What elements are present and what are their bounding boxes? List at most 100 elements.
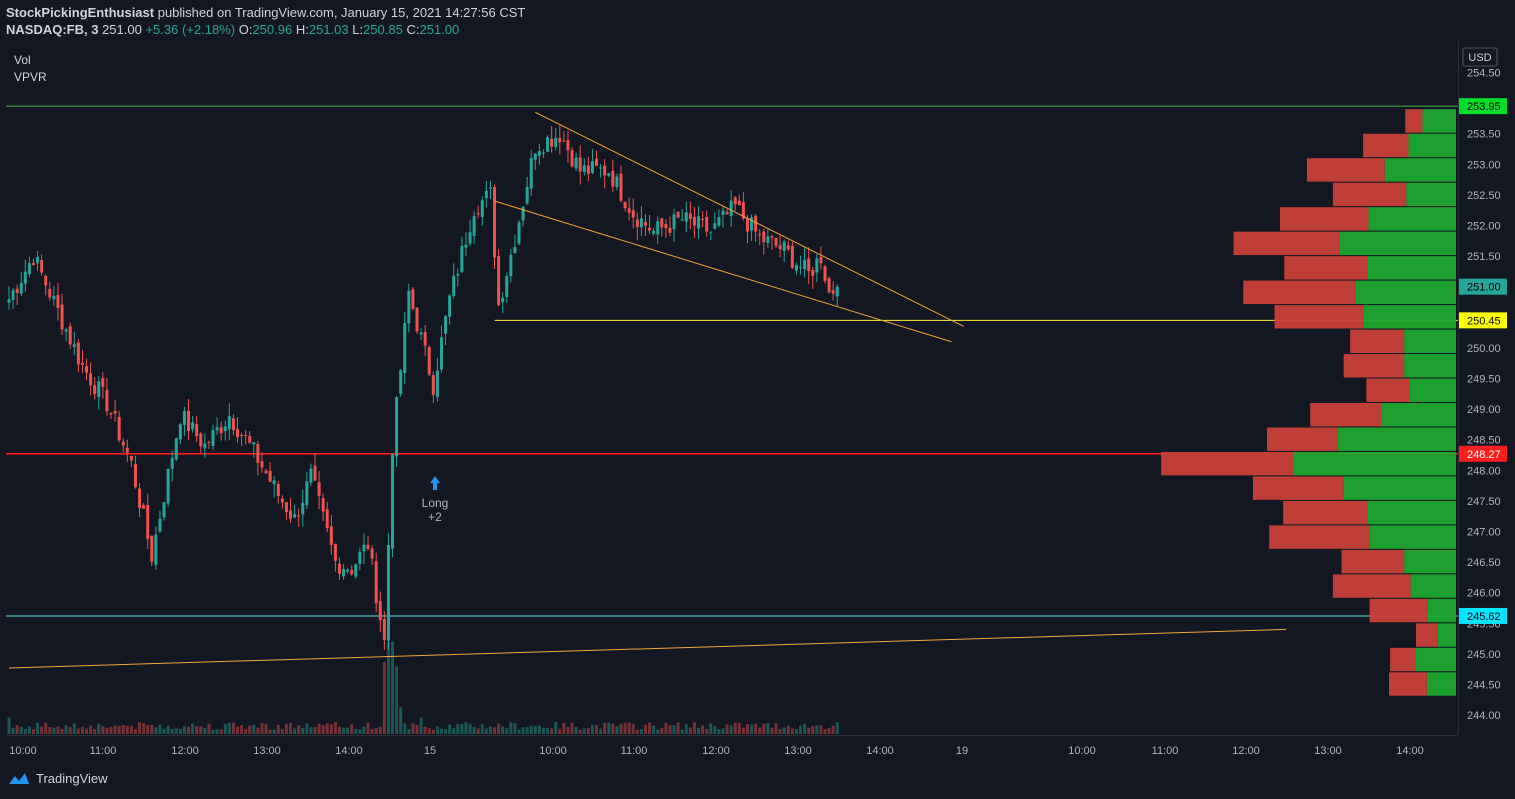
vp-up-bar bbox=[1381, 403, 1456, 427]
volume-bar bbox=[782, 727, 786, 734]
candle-body bbox=[199, 433, 203, 447]
volume-bar bbox=[435, 726, 439, 734]
volume-bar bbox=[639, 729, 643, 734]
time-tick: 14:00 bbox=[866, 745, 894, 757]
candle-body bbox=[562, 140, 566, 142]
volume-bar bbox=[745, 724, 749, 734]
price-tick: 253.50 bbox=[1467, 129, 1501, 141]
vp-down-bar bbox=[1310, 403, 1382, 427]
volume-bar bbox=[11, 727, 15, 734]
time-tick: 13:00 bbox=[1314, 745, 1342, 757]
time-tick: 11:00 bbox=[90, 745, 117, 757]
candle-body bbox=[178, 424, 182, 440]
volume-bar bbox=[162, 728, 166, 734]
horizontal-levels bbox=[6, 105, 1458, 617]
volume-bar bbox=[484, 728, 488, 734]
price-axis-background bbox=[1458, 0, 1515, 799]
time-tick: 15 bbox=[424, 745, 436, 757]
volume-bar bbox=[444, 729, 448, 734]
candle-body bbox=[476, 213, 480, 215]
candle-body bbox=[150, 535, 154, 562]
footer-brand[interactable]: TradingView bbox=[8, 771, 108, 786]
volume-bar bbox=[374, 728, 378, 734]
candle-body bbox=[701, 218, 705, 220]
level-price-tag-label: 250.45 bbox=[1467, 315, 1501, 327]
vp-down-bar bbox=[1269, 525, 1370, 549]
time-axis: 10:00 11:00 12:00 13:00 14:00 15 10:00 11:00 12:… bbox=[6, 735, 1458, 757]
level-price-tag-label: 248.27 bbox=[1467, 449, 1501, 461]
candle-body bbox=[672, 214, 676, 230]
volume-bar bbox=[472, 726, 476, 734]
candle-body bbox=[19, 283, 23, 294]
candle-body bbox=[105, 389, 109, 412]
vp-down-bar bbox=[1350, 329, 1405, 353]
candle-body bbox=[231, 418, 235, 431]
volume-bar bbox=[623, 722, 627, 734]
volume-bar bbox=[774, 723, 778, 734]
candle-body bbox=[525, 187, 529, 204]
publish-line: StockPickingEnthusiast published on Trad… bbox=[6, 4, 525, 21]
candle-body bbox=[778, 245, 782, 250]
candle-body bbox=[619, 173, 623, 201]
volume-bar bbox=[586, 728, 590, 734]
volume-bar bbox=[823, 729, 827, 734]
vp-down-bar bbox=[1405, 109, 1423, 133]
candle-body bbox=[488, 187, 492, 189]
vp-down-bar bbox=[1366, 378, 1410, 402]
volume-bar bbox=[819, 725, 823, 734]
candle-body bbox=[89, 373, 93, 386]
volume-bar bbox=[138, 722, 142, 734]
volume-bar bbox=[72, 723, 76, 734]
level-price-tag bbox=[1459, 312, 1507, 329]
volume-bar bbox=[64, 725, 68, 734]
volume-bar bbox=[513, 723, 517, 734]
volume-bar bbox=[317, 723, 321, 734]
volume-bar bbox=[431, 729, 435, 734]
vp-down-bar bbox=[1332, 574, 1411, 598]
volume-bar bbox=[391, 641, 395, 734]
volume-bar bbox=[36, 722, 40, 734]
candle-body bbox=[819, 256, 823, 264]
candle-body bbox=[754, 215, 758, 232]
candle-body bbox=[721, 210, 725, 215]
candle-body bbox=[170, 458, 174, 469]
candle-body bbox=[599, 167, 603, 169]
currency-box bbox=[1462, 47, 1498, 67]
volume-bar bbox=[497, 723, 501, 734]
volume-bar bbox=[493, 727, 497, 734]
candle-body bbox=[44, 275, 48, 286]
price-tick: 248.00 bbox=[1467, 465, 1501, 477]
vp-up-bar bbox=[1404, 329, 1456, 353]
volume-bar bbox=[554, 721, 558, 734]
candle-body bbox=[725, 211, 729, 215]
ohlc-line: NASDAQ:FB, 3 251.00 +5.36 (+2.18%) O:250… bbox=[6, 21, 525, 38]
candle-body bbox=[631, 210, 635, 218]
volume-bar bbox=[750, 724, 754, 734]
indicator-vol[interactable]: Vol bbox=[14, 53, 31, 67]
price-tick: 246.00 bbox=[1467, 588, 1501, 600]
vp-up-bar bbox=[1427, 598, 1456, 623]
high-value: 251.03 bbox=[308, 22, 349, 37]
last-price-tag bbox=[1459, 278, 1507, 295]
volume-bar bbox=[293, 728, 297, 734]
close-value: 251.00 bbox=[419, 22, 460, 37]
volume-bar bbox=[121, 725, 125, 734]
volume-bar bbox=[799, 725, 803, 734]
candle-body bbox=[431, 375, 435, 395]
volume-bar bbox=[170, 728, 174, 734]
symbol-label[interactable]: NASDAQ:FB, 3 bbox=[6, 22, 99, 37]
indicator-legend: Vol VPVR bbox=[14, 52, 47, 86]
close-label: C: bbox=[406, 22, 420, 37]
candle-body bbox=[146, 505, 150, 539]
candle-body bbox=[276, 483, 280, 496]
vp-down-bar bbox=[1233, 231, 1340, 256]
candle-body bbox=[195, 424, 199, 437]
volume-bar bbox=[346, 727, 350, 734]
candle-body bbox=[342, 568, 346, 577]
volume-bar bbox=[631, 723, 635, 734]
publisher-name[interactable]: StockPickingEnthusiast bbox=[6, 5, 155, 20]
indicator-vpvr[interactable]: VPVR bbox=[14, 70, 47, 84]
candle-body bbox=[484, 190, 488, 199]
volume-bar bbox=[533, 725, 537, 734]
